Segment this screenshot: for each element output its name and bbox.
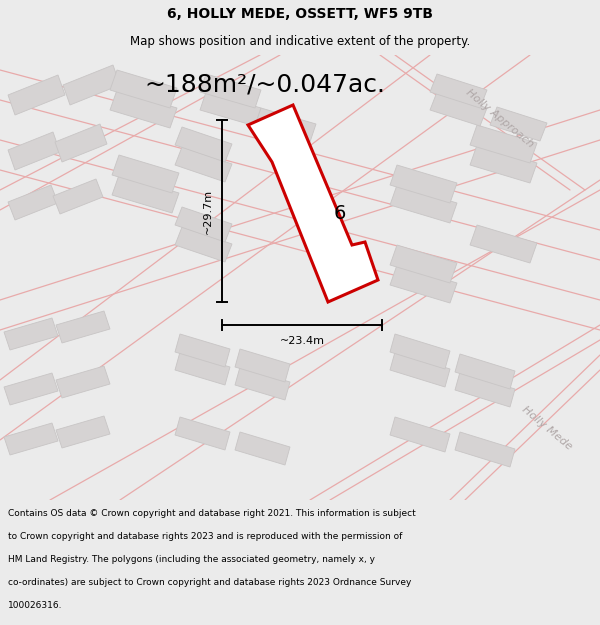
Text: Holly Approach: Holly Approach xyxy=(464,87,536,149)
Polygon shape xyxy=(235,367,290,400)
Polygon shape xyxy=(430,74,487,108)
Polygon shape xyxy=(390,265,457,303)
Polygon shape xyxy=(56,416,110,448)
Polygon shape xyxy=(56,311,110,343)
Polygon shape xyxy=(175,147,232,182)
Text: Map shows position and indicative extent of the property.: Map shows position and indicative extent… xyxy=(130,35,470,48)
Polygon shape xyxy=(175,352,230,385)
Polygon shape xyxy=(390,185,457,223)
Polygon shape xyxy=(390,245,457,283)
Polygon shape xyxy=(175,127,232,162)
Polygon shape xyxy=(390,352,450,387)
Polygon shape xyxy=(55,124,107,162)
Text: HM Land Registry. The polygons (including the associated geometry, namely x, y: HM Land Registry. The polygons (includin… xyxy=(8,555,375,564)
Text: 100026316.: 100026316. xyxy=(8,601,62,610)
Polygon shape xyxy=(4,423,58,455)
Polygon shape xyxy=(110,90,177,128)
Polygon shape xyxy=(200,74,261,108)
Text: 6: 6 xyxy=(333,204,346,223)
Polygon shape xyxy=(248,105,378,302)
Polygon shape xyxy=(175,207,232,242)
Polygon shape xyxy=(8,132,60,170)
Polygon shape xyxy=(430,92,487,126)
Polygon shape xyxy=(390,165,457,203)
Polygon shape xyxy=(175,334,230,367)
Text: ~188m²/~0.047ac.: ~188m²/~0.047ac. xyxy=(145,73,386,97)
Polygon shape xyxy=(470,225,537,263)
Text: Contains OS data © Crown copyright and database right 2021. This information is : Contains OS data © Crown copyright and d… xyxy=(8,509,416,518)
Polygon shape xyxy=(63,65,120,105)
Polygon shape xyxy=(235,432,290,465)
Polygon shape xyxy=(8,75,65,115)
Polygon shape xyxy=(455,372,515,407)
Polygon shape xyxy=(53,179,103,214)
Polygon shape xyxy=(4,373,58,405)
Polygon shape xyxy=(470,145,537,183)
Text: to Crown copyright and database rights 2023 and is reproduced with the permissio: to Crown copyright and database rights 2… xyxy=(8,532,402,541)
Polygon shape xyxy=(56,366,110,398)
Polygon shape xyxy=(112,175,179,213)
Polygon shape xyxy=(390,334,450,369)
Text: ~23.4m: ~23.4m xyxy=(280,336,325,346)
Polygon shape xyxy=(112,155,179,193)
Polygon shape xyxy=(175,227,232,262)
Polygon shape xyxy=(8,185,58,220)
Text: co-ordinates) are subject to Crown copyright and database rights 2023 Ordnance S: co-ordinates) are subject to Crown copyr… xyxy=(8,578,411,587)
Polygon shape xyxy=(455,432,515,467)
Text: 6, HOLLY MEDE, OSSETT, WF5 9TB: 6, HOLLY MEDE, OSSETT, WF5 9TB xyxy=(167,7,433,21)
Polygon shape xyxy=(390,417,450,452)
Polygon shape xyxy=(235,349,290,382)
Text: Holly Mede: Holly Mede xyxy=(520,404,574,452)
Polygon shape xyxy=(200,92,261,126)
Polygon shape xyxy=(175,417,230,450)
Polygon shape xyxy=(4,318,58,350)
Polygon shape xyxy=(110,70,177,108)
Polygon shape xyxy=(470,125,537,163)
Polygon shape xyxy=(455,354,515,389)
Polygon shape xyxy=(490,107,547,141)
Polygon shape xyxy=(255,108,316,142)
Text: ~29.7m: ~29.7m xyxy=(203,189,213,234)
